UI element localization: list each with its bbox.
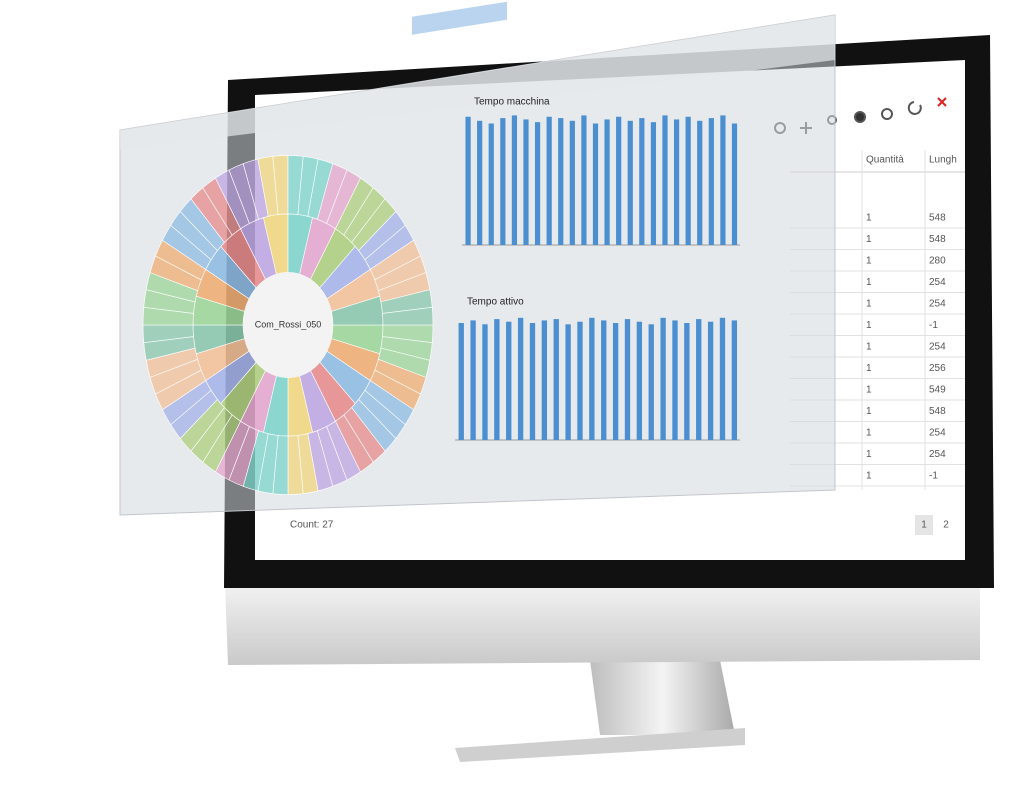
bar [660, 317, 666, 440]
bar [648, 324, 654, 440]
page-button[interactable] [915, 515, 933, 535]
column-header: Quantità [866, 155, 904, 166]
bar [577, 321, 583, 440]
bar [546, 116, 552, 245]
table-cell: 1 [866, 256, 872, 267]
bar [707, 321, 714, 440]
bar [731, 320, 738, 440]
table-cell: -1 [929, 320, 938, 331]
bar [458, 323, 464, 440]
sunburst-hole [243, 273, 333, 377]
bar [494, 319, 500, 440]
monitor-stand [590, 660, 735, 735]
table-cell: 1 [866, 428, 872, 439]
bar [662, 115, 668, 246]
bar [500, 118, 506, 245]
monitor-base [455, 728, 745, 762]
table-cell: 254 [929, 277, 946, 288]
table-cell: 254 [929, 299, 946, 310]
bar [465, 116, 471, 245]
table-cell: 254 [929, 428, 946, 439]
bar [482, 324, 488, 440]
table-cell: 1 [866, 299, 872, 310]
table-cell: 1 [866, 342, 872, 353]
table-cell: 1 [866, 385, 872, 396]
page-number[interactable]: 1 [921, 520, 927, 531]
data-table: Quantità Lungh 1 548 1 548 1 280 1 254 1 254 1 -1 1 254… [790, 150, 965, 490]
bar [569, 120, 575, 245]
sunburst-segment [382, 306, 434, 326]
table-cell: 1 [866, 406, 872, 417]
monitor-chin [225, 585, 980, 665]
bar [612, 323, 619, 440]
active-tab[interactable] [412, 1, 507, 35]
page-number[interactable]: 2 [943, 520, 949, 531]
bar [488, 123, 494, 245]
bar [673, 119, 680, 245]
column-header: Lungh [929, 155, 957, 166]
footer-count: Count: 27 [290, 520, 334, 531]
table-cell: 1 [866, 449, 872, 460]
bar [565, 324, 571, 440]
table-cell: 549 [929, 385, 946, 396]
bar [529, 323, 536, 440]
table-cell: 548 [929, 406, 946, 417]
bar [636, 321, 643, 440]
bar [601, 320, 607, 440]
bar [523, 119, 529, 245]
bar-charts: Tempo macchina Tempo attivo [455, 97, 740, 441]
bar [589, 317, 595, 440]
bar [470, 320, 476, 440]
refresh-icon[interactable] [907, 101, 922, 115]
bar [672, 320, 678, 440]
info-icon[interactable] [854, 111, 866, 123]
table-cell: 280 [929, 256, 946, 267]
bar [624, 319, 631, 440]
bar [553, 319, 559, 440]
table-cell: 1 [866, 213, 872, 224]
bar [511, 115, 518, 246]
table-cell: 254 [929, 342, 946, 353]
table-cell: -1 [929, 471, 938, 482]
table-cell: 1 [866, 277, 872, 288]
bar [604, 119, 610, 245]
bar [708, 118, 714, 245]
settings-icon[interactable] [881, 108, 893, 120]
bar [720, 115, 726, 246]
bar [517, 317, 524, 440]
bar [506, 321, 512, 440]
bar [685, 116, 691, 245]
bar [541, 320, 548, 440]
table-cell: 1 [866, 363, 872, 374]
bar [558, 118, 564, 245]
close-icon[interactable] [937, 97, 947, 107]
sunburst-center-label: Com_Rossi_050 [255, 319, 322, 329]
bar [592, 123, 599, 245]
table-cell: 548 [929, 213, 946, 224]
table-cell: 1 [866, 320, 872, 331]
table-cell: 1 [866, 234, 872, 245]
bar [697, 120, 703, 245]
bar [477, 120, 483, 245]
browser-tabs [120, 15, 835, 150]
bar [719, 317, 726, 440]
chart-title: Tempo macchina [474, 97, 550, 108]
table-cell: 256 [929, 363, 946, 374]
bar [534, 122, 541, 245]
bar [731, 123, 738, 245]
bar [650, 122, 657, 245]
table-cell: 548 [929, 234, 946, 245]
bar [616, 116, 622, 245]
bar [696, 319, 702, 440]
bar [581, 115, 587, 246]
table-cell: 1 [866, 471, 872, 482]
bar [627, 120, 633, 245]
table-cell: 254 [929, 449, 946, 460]
bar [684, 323, 690, 440]
chart-title: Tempo attivo [467, 297, 524, 308]
bar [639, 118, 645, 245]
sunburst [142, 155, 434, 495]
